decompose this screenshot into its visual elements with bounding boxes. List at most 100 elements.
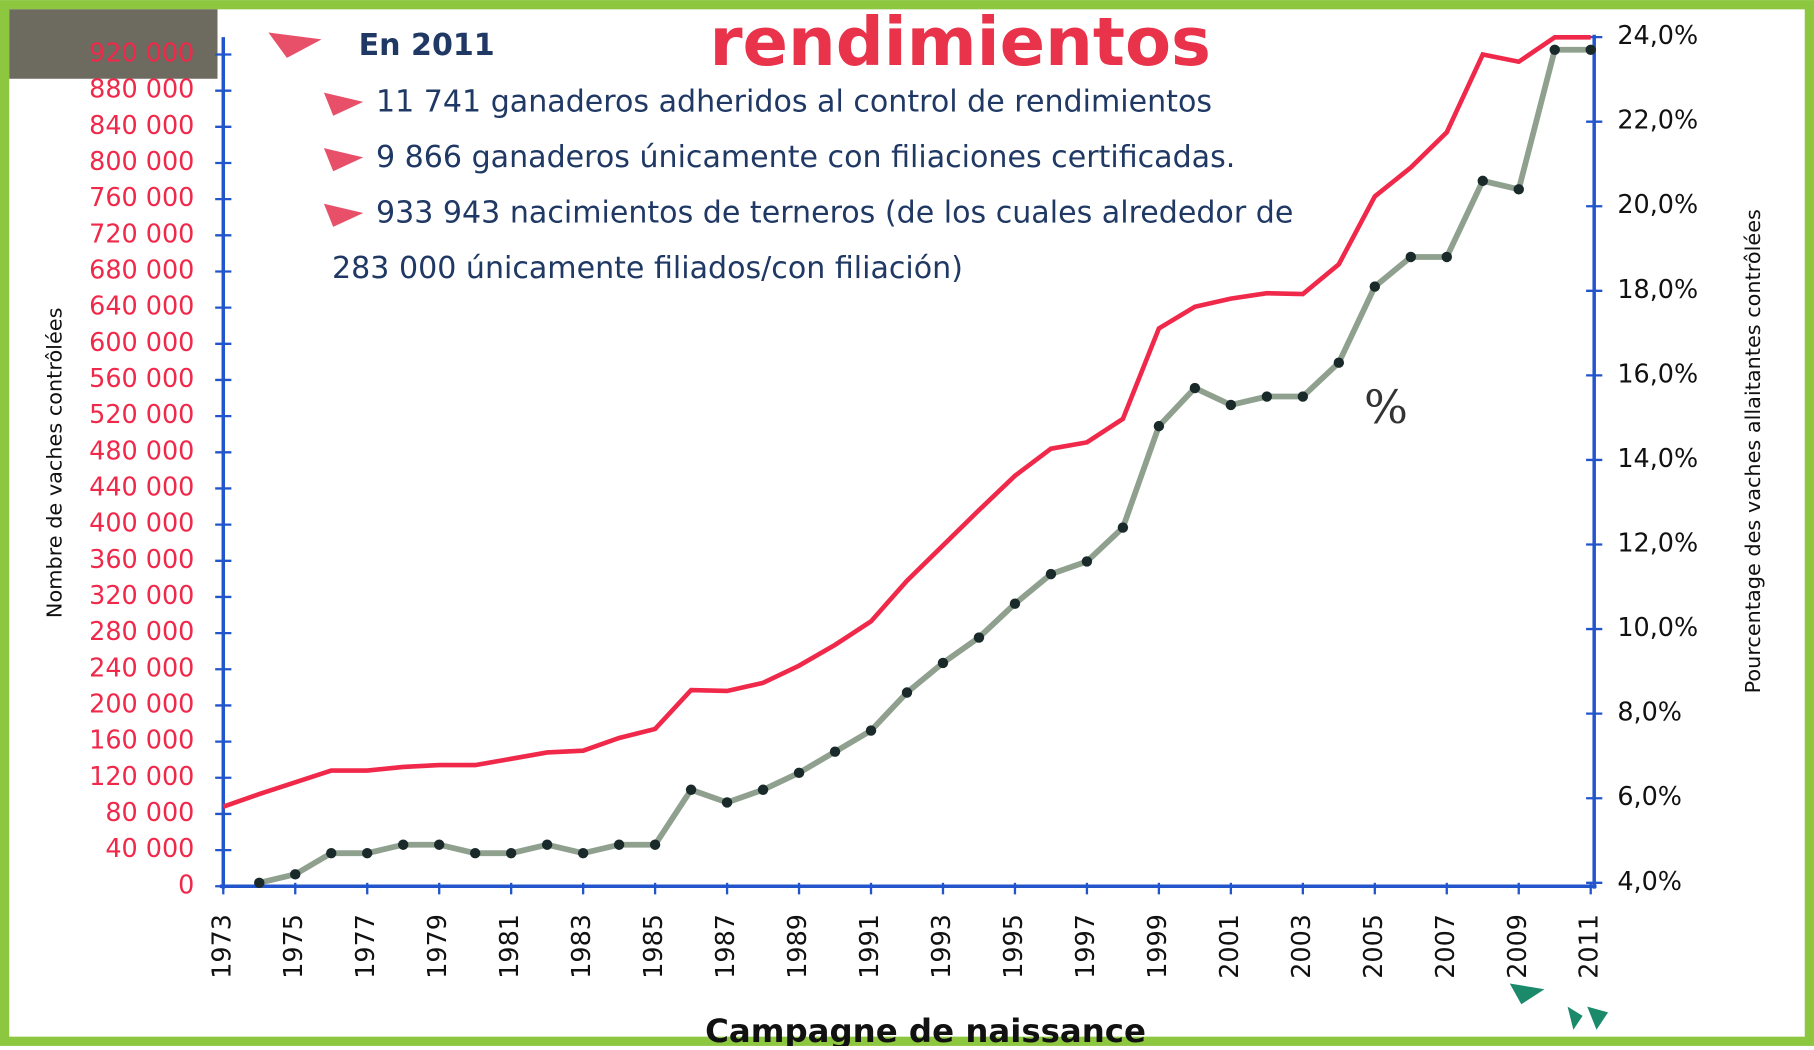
x-axis-title: Campagne de naissance bbox=[705, 1012, 1146, 1046]
x-tick-label: 2005 bbox=[1359, 914, 1389, 979]
header: En 2011 bbox=[359, 28, 495, 63]
chart: rendimientos En 2011 11 741 ganaderos ad… bbox=[0, 0, 1814, 1046]
point bbox=[1118, 522, 1128, 532]
x-tick-label: 1977 bbox=[351, 914, 381, 979]
point bbox=[542, 840, 552, 850]
point bbox=[650, 840, 660, 850]
y-tick-label: 800 000 bbox=[89, 147, 194, 177]
point bbox=[722, 797, 732, 807]
point bbox=[1190, 383, 1200, 393]
bullet-text: 283 000 únicamente filiados/con filiació… bbox=[332, 251, 963, 286]
y2-tick-label: 8,0% bbox=[1617, 698, 1682, 728]
x-tick-label: 1997 bbox=[1071, 914, 1101, 979]
y-tick-label: 840 000 bbox=[89, 111, 194, 141]
chart-title: rendimientos bbox=[709, 3, 1211, 81]
x-tick-label: 2001 bbox=[1215, 914, 1245, 979]
point bbox=[1298, 391, 1308, 401]
point bbox=[1514, 184, 1524, 194]
y-axis-title: Nombre de vaches contrôlées bbox=[43, 308, 67, 619]
y2-tick-label: 24,0% bbox=[1617, 21, 1698, 51]
point bbox=[362, 848, 372, 858]
point bbox=[1550, 45, 1560, 55]
y2-axis-title: Pourcentage des vaches allaitantes contr… bbox=[1741, 209, 1765, 693]
y-tick-label: 320 000 bbox=[89, 581, 194, 611]
x-tick-label: 2009 bbox=[1503, 914, 1533, 979]
point bbox=[470, 848, 480, 858]
y-tick-label: 200 000 bbox=[89, 689, 194, 719]
point bbox=[1010, 599, 1020, 609]
point bbox=[290, 869, 300, 879]
y-tick-label: 520 000 bbox=[89, 400, 194, 430]
x-tick-label: 1993 bbox=[927, 914, 957, 979]
point bbox=[686, 785, 696, 795]
point bbox=[434, 840, 444, 850]
y-tick-label: 40 000 bbox=[105, 834, 194, 864]
y-tick-label: 0 bbox=[178, 870, 194, 900]
x-tick-label: 1991 bbox=[855, 914, 885, 979]
point bbox=[758, 785, 768, 795]
point bbox=[830, 747, 840, 757]
y-tick-label: 720 000 bbox=[89, 219, 194, 249]
y-tick-label: 560 000 bbox=[89, 364, 194, 394]
y-tick-label: 480 000 bbox=[89, 436, 194, 466]
x-tick-label: 1979 bbox=[423, 914, 453, 979]
point bbox=[578, 848, 588, 858]
x-tick-label: 1985 bbox=[639, 914, 669, 979]
x-tick-label: 1973 bbox=[207, 914, 237, 979]
x-tick-label: 1975 bbox=[279, 914, 309, 979]
y2-tick-label: 18,0% bbox=[1617, 275, 1698, 305]
point bbox=[506, 848, 516, 858]
annotation: % bbox=[1364, 380, 1408, 434]
y2-tick-label: 16,0% bbox=[1617, 359, 1698, 389]
y-tick-label: 640 000 bbox=[89, 292, 194, 322]
x-tick-label: 1999 bbox=[1143, 914, 1173, 979]
point bbox=[1046, 569, 1056, 579]
page: rendimientos En 2011 11 741 ganaderos ad… bbox=[0, 0, 1814, 1046]
y-tick-label: 440 000 bbox=[89, 472, 194, 502]
point bbox=[1586, 45, 1596, 55]
point bbox=[1478, 176, 1488, 186]
y2-tick-label: 22,0% bbox=[1617, 106, 1698, 136]
y-tick-label: 600 000 bbox=[89, 328, 194, 358]
y-tick-label: 760 000 bbox=[89, 183, 194, 213]
y-tick-label: 80 000 bbox=[105, 798, 194, 828]
y-tick-label: 920 000 bbox=[89, 38, 194, 68]
point bbox=[974, 632, 984, 642]
x-tick-label: 1987 bbox=[711, 914, 741, 979]
x-tick-label: 1995 bbox=[999, 914, 1029, 979]
point bbox=[1082, 556, 1092, 566]
y2-tick-label: 10,0% bbox=[1617, 613, 1698, 643]
bullet-text: 9 866 ganaderos únicamente con filiacion… bbox=[376, 140, 1235, 175]
y2-tick-label: 4,0% bbox=[1617, 867, 1682, 897]
x-tick-label: 2011 bbox=[1575, 914, 1605, 979]
point bbox=[1154, 421, 1164, 431]
point bbox=[902, 687, 912, 697]
y2-tick-label: 14,0% bbox=[1617, 444, 1698, 474]
y-tick-label: 240 000 bbox=[89, 653, 194, 683]
y2-tick-label: 20,0% bbox=[1617, 190, 1698, 220]
y-tick-label: 880 000 bbox=[89, 75, 194, 105]
x-tick-label: 1983 bbox=[567, 914, 597, 979]
point bbox=[1370, 281, 1380, 291]
y-tick-label: 120 000 bbox=[89, 762, 194, 792]
y-tick-label: 400 000 bbox=[89, 509, 194, 539]
y-tick-label: 280 000 bbox=[89, 617, 194, 647]
point bbox=[254, 878, 264, 888]
y-tick-label: 160 000 bbox=[89, 726, 194, 756]
point bbox=[794, 768, 804, 778]
point bbox=[1262, 391, 1272, 401]
point bbox=[1334, 357, 1344, 367]
point bbox=[1406, 252, 1416, 262]
point bbox=[326, 848, 336, 858]
bullet-text: 11 741 ganaderos adheridos al control de… bbox=[376, 85, 1212, 120]
x-tick-label: 2007 bbox=[1431, 914, 1461, 979]
x-tick-label: 1981 bbox=[495, 914, 525, 979]
point bbox=[1226, 400, 1236, 410]
point bbox=[866, 725, 876, 735]
y-tick-label: 360 000 bbox=[89, 545, 194, 575]
y-tick-label: 680 000 bbox=[89, 255, 194, 285]
y2-tick-label: 12,0% bbox=[1617, 529, 1698, 559]
point bbox=[938, 658, 948, 668]
x-tick-label: 1989 bbox=[783, 914, 813, 979]
point bbox=[614, 840, 624, 850]
